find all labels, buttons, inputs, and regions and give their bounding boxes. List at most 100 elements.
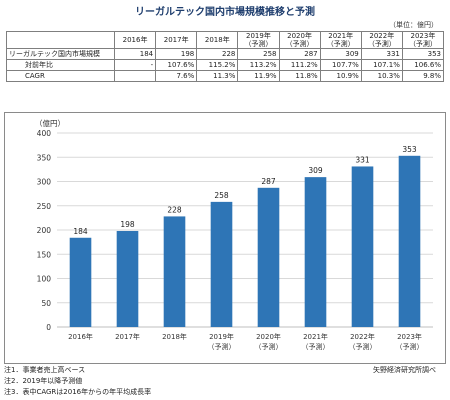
y-tick-label: 300: [37, 178, 52, 187]
bar: [304, 177, 327, 327]
bar: [398, 155, 421, 327]
bar: [351, 166, 374, 327]
table-cell: 113.2%: [237, 59, 280, 71]
table-cell: 106.6%: [401, 59, 445, 71]
source-note: 矢野経済研究所調べ: [373, 366, 436, 374]
table-cell: 115.2%: [196, 59, 239, 71]
column-header-line: 2021年: [328, 32, 354, 41]
table-row: リーガルテック国内市場規模 184 198 228 258 287 309 331 353: [6, 48, 445, 60]
table-column-header: 2023年 （予測）: [401, 31, 445, 49]
table-cell: 11.8%: [278, 70, 321, 82]
bar-chart: （億円） 0 50 100 150 200 250 300 350 400 184 2016年 198 2…: [35, 118, 433, 351]
table-cell: 353: [401, 48, 445, 60]
y-axis-label: （億円）: [35, 118, 65, 128]
table-column-header: 2017年: [155, 31, 198, 49]
table-row: 対前年比 -107.6% 115.2% 113.2% 111.2% 107.7% 107.1…: [6, 59, 445, 71]
bar-value-label: 228: [167, 205, 182, 214]
chart-title: リーガルテック国内市場規模推移と予測: [135, 7, 315, 18]
x-tick-label: （予測）: [302, 342, 330, 351]
bar: [163, 216, 186, 327]
table-cell: 9.8%: [401, 70, 445, 82]
table-column-header: 2019年 （予測）: [237, 31, 280, 49]
bar: [210, 201, 233, 327]
column-header-line: 2016年: [122, 36, 148, 44]
column-header-line: （予測）: [408, 40, 437, 48]
y-tick-label: 400: [37, 129, 52, 138]
bar-value-label: 184: [73, 227, 88, 236]
table-cell: 11.9%: [237, 70, 280, 82]
y-tick-label: 350: [37, 153, 52, 162]
table-cell: 107.6%: [155, 59, 198, 71]
table-column-header: 2016年: [113, 31, 157, 49]
column-header-line: （予測）: [244, 40, 273, 48]
column-header-line: （予測）: [326, 40, 355, 48]
x-tick-label: 2023年: [397, 332, 422, 341]
y-tick-label: 150: [37, 250, 52, 259]
bar-value-label: 309: [308, 166, 323, 175]
column-header-line: （予測）: [367, 40, 396, 48]
table-cell: 258: [237, 48, 280, 60]
x-tick-label: 2016年: [68, 332, 93, 341]
x-tick-label: 2022年: [350, 332, 375, 341]
table-cell: 111.2%: [278, 59, 321, 71]
x-tick-label: （予測）: [255, 342, 283, 351]
column-header-line: 2018年: [204, 36, 230, 44]
table-corner-cell: [6, 31, 115, 49]
y-tick-label: 50: [41, 299, 51, 308]
table-cell: 198: [155, 48, 198, 60]
column-header-line: （予測）: [285, 40, 314, 48]
x-tick-label: （予測）: [396, 342, 424, 351]
x-tick-label: 2018年: [162, 332, 187, 341]
footnote-1: 注1．事業者売上高ベース: [4, 366, 86, 374]
table-row-label: CAGR: [6, 70, 115, 82]
table-row-label: 対前年比: [6, 59, 115, 71]
bar-chart-frame: （億円） 0 50 100 150 200 250 300 350 400 184 2016年 198 2…: [4, 112, 446, 364]
bar-value-label: 198: [120, 220, 135, 229]
table-row: CAGR 7.6% 11.3% 11.9% 11.8% 10.9% 10.3% 9.8%: [6, 70, 445, 82]
footnote-2: 注2．2019年以降予測値: [4, 377, 83, 385]
y-tick-label: 200: [37, 226, 52, 235]
table-row-label: リーガルテック国内市場規模: [6, 48, 115, 60]
table-column-header: 2021年 （予測）: [319, 31, 362, 49]
x-tick-label: 2020年: [256, 332, 281, 341]
table-cell: [113, 70, 157, 82]
y-tick-label: 100: [37, 275, 52, 284]
market-size-table: 2016年 2017年 2018年 2019年 （予測） 2020年 （予測） 2021年 （予…: [6, 31, 445, 82]
column-header-line: 2017年: [163, 36, 189, 44]
unit-note: （単位：億円）: [389, 21, 438, 29]
footnotes: 注1．事業者売上高ベース 注2．2019年以降予測値 注3．表中CAGRは201…: [4, 365, 151, 398]
bar-value-label: 287: [261, 177, 276, 186]
column-header-line: 2019年: [246, 32, 271, 41]
bar-value-label: 258: [214, 191, 229, 200]
table-cell: 107.7%: [319, 59, 362, 71]
bar-value-label: 353: [402, 145, 417, 154]
bar: [69, 237, 92, 327]
x-tick-label: 2021年: [303, 332, 328, 341]
x-tick-label: 2017年: [115, 332, 140, 341]
table-cell: 331: [360, 48, 403, 60]
y-tick-label: 250: [37, 202, 52, 211]
y-tick-label: 0: [46, 323, 51, 332]
table-cell: 309: [319, 48, 362, 60]
table-cell: 11.3%: [196, 70, 239, 82]
x-tick-label: （予測）: [349, 342, 377, 351]
column-header-line: 2023年: [410, 32, 436, 41]
bar: [116, 230, 139, 327]
table-cell: 228: [196, 48, 239, 60]
table-header-row: 2016年 2017年 2018年 2019年 （予測） 2020年 （予測） 2021年 （予…: [6, 31, 445, 49]
bar: [257, 187, 280, 327]
x-tick-label: 2019年: [209, 332, 234, 341]
table-cell: 7.6%: [155, 70, 198, 82]
table-cell: 10.3%: [360, 70, 403, 82]
table-cell: 107.1%: [360, 59, 403, 71]
bar-value-label: 331: [355, 155, 370, 164]
column-header-line: 2020年: [287, 32, 312, 41]
column-header-line: 2022年: [369, 32, 395, 41]
table-cell: 10.9%: [319, 70, 362, 82]
table-column-header: 2018年: [196, 31, 239, 49]
footnote-3: 注3．表中CAGRは2016年からの年平均成長率: [4, 388, 152, 396]
table-column-header: 2020年 （予測）: [278, 31, 321, 49]
table-cell: 287: [278, 48, 321, 60]
table-cell: -: [113, 59, 157, 71]
table-column-header: 2022年 （予測）: [360, 31, 403, 49]
